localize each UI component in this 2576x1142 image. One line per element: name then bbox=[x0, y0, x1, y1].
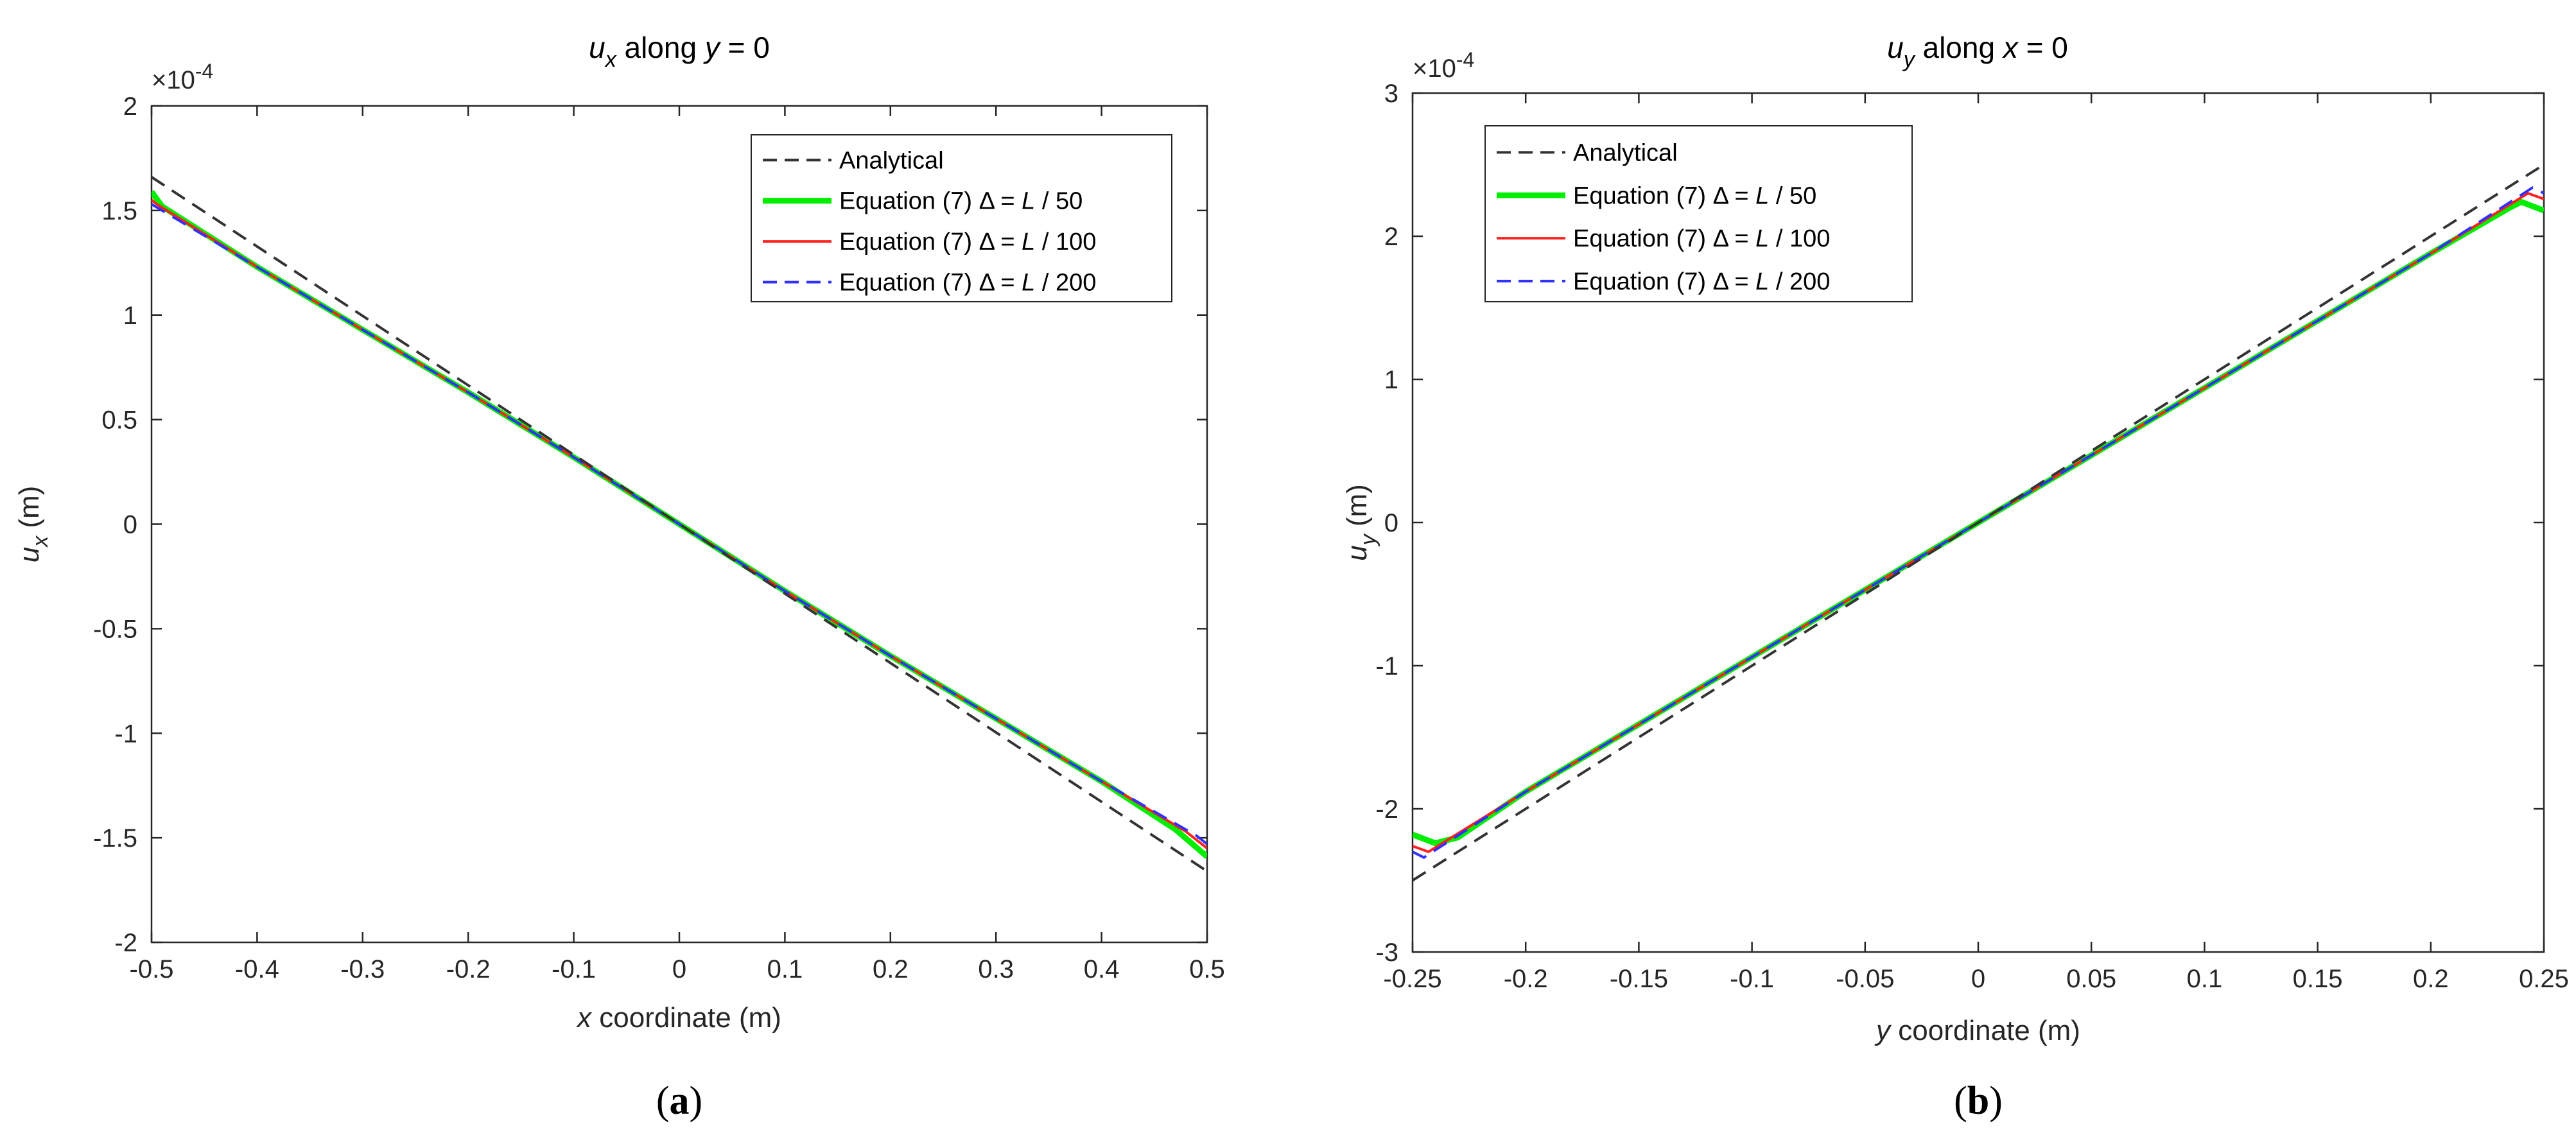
x-tick-label: -0.15 bbox=[1610, 965, 1668, 993]
x-tick-label: -0.5 bbox=[130, 955, 174, 983]
x-tick-label: -0.2 bbox=[1504, 965, 1548, 993]
legend-box bbox=[751, 134, 1172, 302]
x-tick-label: -0.1 bbox=[1730, 965, 1774, 993]
x-tick-label: -0.05 bbox=[1836, 965, 1894, 993]
series-line-3 bbox=[152, 203, 1207, 845]
x-tick-label: 0.1 bbox=[2187, 965, 2223, 993]
chart-panel-a: -0.5 -0.4 -0.3 -0.2 -0.1 0 0.1 0.2 0.3 0.4 0.5 -2 -1… bbox=[13, 31, 1225, 1123]
y-tick-label: -2 bbox=[114, 929, 137, 957]
x-tick-label: 0.5 bbox=[1189, 955, 1225, 983]
x-tick-label: -0.25 bbox=[1383, 965, 1441, 993]
x-tick-label: 0 bbox=[1971, 965, 1985, 993]
x-tick-label: 0.3 bbox=[978, 955, 1014, 983]
x-tick-label: 0.2 bbox=[873, 955, 909, 983]
y-tick-label: 0 bbox=[1384, 509, 1398, 537]
legend-label: Equation (7) Δ = L / 100 bbox=[1573, 225, 1830, 252]
chart-panel-b: -0.25 -0.2 -0.15 -0.1 -0.05 0 0.05 0.1 0.15 0.2 0.… bbox=[1341, 31, 2569, 1123]
series-group bbox=[152, 176, 1207, 872]
legend-box bbox=[1484, 125, 1913, 302]
series-group bbox=[1413, 163, 2544, 882]
legend-label: Equation (7) Δ = L / 100 bbox=[839, 229, 1096, 255]
series-line-0 bbox=[1413, 163, 2544, 882]
y-tick-label: 0.5 bbox=[101, 406, 137, 435]
x-tick-label: 0.4 bbox=[1084, 955, 1120, 983]
y-tick-label: -0.5 bbox=[93, 615, 137, 643]
y-tick-label: 2 bbox=[1384, 223, 1398, 251]
series-line-0 bbox=[152, 176, 1207, 872]
legend-label: Analytical bbox=[1573, 139, 1678, 166]
x-tick-label: 0.2 bbox=[2413, 965, 2449, 993]
y-tick-label: 0 bbox=[123, 511, 137, 539]
axis-exponent: ×10-4 bbox=[1413, 48, 1474, 83]
y-axis-label: ux (m) bbox=[13, 486, 53, 563]
y-tick-label: -1 bbox=[114, 720, 137, 748]
legend: Analytical Equation (7) Δ = L / 50 Equatio… bbox=[1484, 125, 1913, 302]
x-axis-label: x coordinate (m) bbox=[576, 1002, 781, 1034]
legend-label: Equation (7) Δ = L / 50 bbox=[1573, 182, 1816, 209]
x-tick-label: -0.1 bbox=[552, 955, 596, 983]
y-tick-label: -1.5 bbox=[93, 824, 137, 852]
x-axis-label: y coordinate (m) bbox=[1874, 1015, 2080, 1046]
y-tick-label: 3 bbox=[1384, 80, 1398, 108]
legend-label: Equation (7) Δ = L / 50 bbox=[839, 188, 1083, 215]
x-tick-label: 0.15 bbox=[2293, 965, 2343, 993]
y-tick-label: 2 bbox=[123, 92, 137, 121]
x-tick-label: -0.3 bbox=[340, 955, 385, 983]
axis-exponent: ×10-4 bbox=[152, 60, 213, 94]
legend: Analytical Equation (7) Δ = L / 50 Equatio… bbox=[751, 134, 1172, 302]
legend-label: Equation (7) Δ = L / 200 bbox=[839, 270, 1096, 297]
panel-caption: (a) bbox=[656, 1079, 702, 1123]
legend-label: Equation (7) Δ = L / 200 bbox=[1573, 268, 1830, 295]
x-tick-label: 0.25 bbox=[2519, 965, 2569, 993]
y-tick-label: 1 bbox=[123, 302, 137, 330]
chart-title: uy along x = 0 bbox=[1887, 31, 2068, 72]
x-tick-label: -0.4 bbox=[235, 955, 279, 983]
x-tick-label: 0 bbox=[672, 955, 686, 983]
x-tick-label: 0.05 bbox=[2066, 965, 2116, 993]
x-tick-label: -0.2 bbox=[446, 955, 491, 983]
chart-title: ux along y = 0 bbox=[589, 31, 770, 72]
y-tick-label: -2 bbox=[1375, 795, 1398, 824]
y-tick-label: -1 bbox=[1375, 652, 1398, 680]
y-tick-label: -3 bbox=[1375, 939, 1398, 967]
y-tick-label: 1 bbox=[1384, 366, 1398, 394]
y-axis-label: uy (m) bbox=[1341, 484, 1380, 561]
x-tick-label: 0.1 bbox=[767, 955, 803, 983]
legend-label: Analytical bbox=[839, 147, 944, 174]
panel-caption: (b) bbox=[1954, 1079, 2003, 1123]
y-tick-label: 1.5 bbox=[101, 197, 137, 225]
